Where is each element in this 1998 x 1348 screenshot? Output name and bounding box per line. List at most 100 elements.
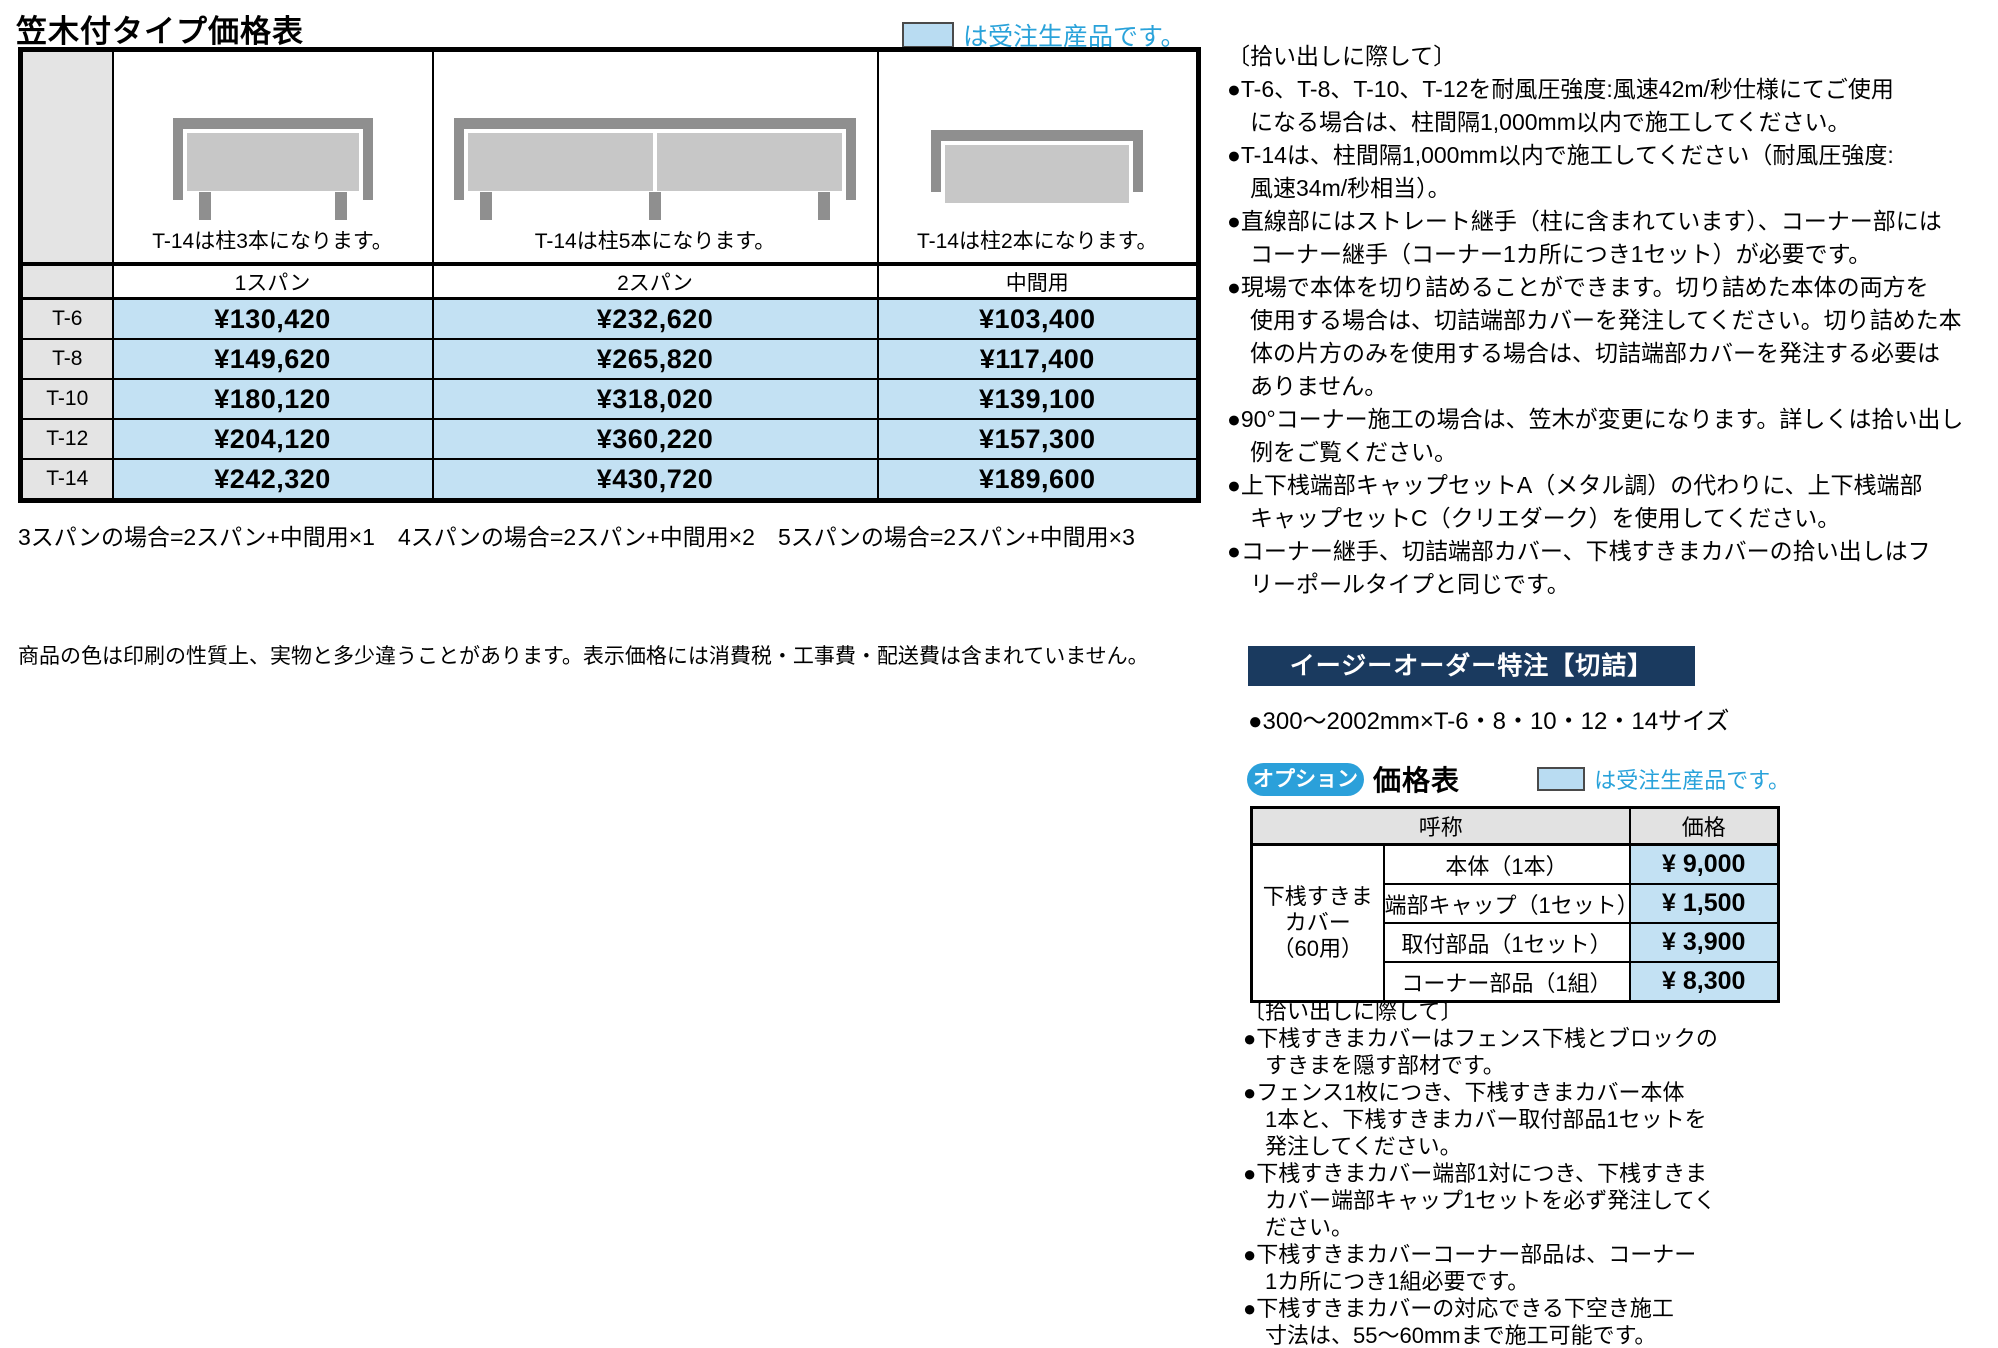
note-item: ●現場で本体を切り詰めることができます。切り詰めた本体の両方を 使用する場合は、… — [1227, 274, 1962, 399]
column-header-row: 1スパン 2スパン 中間用 — [19, 263, 1200, 300]
fence-side-right — [1133, 130, 1144, 192]
option-header-price: 価格 — [1628, 806, 1780, 846]
option-header-name: 呼称 — [1250, 806, 1631, 846]
pickup-notes-option: 〔拾い出しに際して〕 ●下桟すきまカバーはフェンス下桟とブロックの すきまを隠す… — [1243, 998, 1823, 1348]
note-item: ●フェンス1枚につき、下桟すきまカバー本体 1本と、下桟すきまカバー取付部品1セ… — [1243, 1080, 1707, 1159]
fence-side-right — [846, 118, 856, 200]
note-item: ●上下桟端部キャップセットA（メタル調）の代わりに、上下桟端部 キャップセットC… — [1227, 472, 1923, 531]
fence-panel — [945, 145, 1130, 203]
table-row: T-6 ¥130,420 ¥232,620 ¥103,400 — [19, 297, 1200, 340]
note-item: ●90°コーナー施工の場合は、笠木が変更になります。詳しくは拾い出し 例をご覧く… — [1227, 406, 1964, 465]
stub-cell — [19, 263, 114, 300]
option-item-price: ¥ 3,900 — [1628, 922, 1780, 963]
fence-coping — [172, 118, 373, 129]
illustration-cell-2span: T-14は柱5本になります。 — [431, 48, 879, 266]
price-cell: ¥318,020 — [431, 378, 879, 420]
option-price-table: 呼称 価格 下桟すきま カバー （60用） 本体（1本） ¥ 9,000 端部キ… — [1250, 806, 1781, 1003]
note-item: ●直線部にはストレート継手（柱に含まれています）、コーナー部には コーナー継手（… — [1227, 208, 1942, 267]
fence-post — [649, 192, 661, 220]
fence-post — [818, 192, 830, 220]
notes-heading: 〔拾い出しに際して〕 — [1243, 999, 1463, 1024]
price-cell: ¥232,620 — [431, 297, 879, 340]
price-cell: ¥180,120 — [111, 378, 434, 420]
notes-heading: 〔拾い出しに際して〕 — [1227, 43, 1457, 69]
note-item: ●T-14は、柱間隔1,000mm以内で施工してください（耐風圧強度: 風速34… — [1227, 142, 1894, 201]
fence-panel — [186, 133, 359, 191]
price-cell: ¥149,620 — [111, 338, 434, 380]
column-header-1span: 1スパン — [111, 263, 434, 300]
price-cell: ¥430,720 — [431, 458, 879, 502]
note-item: ●下桟すきまカバー端部1対につき、下桟すきま カバー端部キャップ1セットを必ず発… — [1243, 1161, 1716, 1240]
price-table: T-14は柱3本になります。 T-14は柱5本になります。 — [18, 47, 1201, 503]
fence-post — [480, 192, 492, 220]
price-cell: ¥157,300 — [876, 418, 1200, 460]
option-header-row: 呼称 価格 — [1250, 806, 1780, 846]
made-to-order-swatch-icon — [902, 22, 954, 48]
fence-post — [198, 192, 211, 220]
option-item-name: 取付部品（1セット） — [1382, 922, 1631, 963]
note-item: ●T-6、T-8、T-10、T-12を耐風圧強度:風速42m/秒仕様にてご使用 … — [1227, 76, 1894, 135]
option-item-price: ¥ 8,300 — [1628, 961, 1780, 1003]
fence-coping — [454, 118, 856, 129]
fence-diagram-1span — [172, 118, 373, 222]
option-item-name: 本体（1本） — [1382, 843, 1631, 885]
row-label: T-12 — [19, 418, 114, 460]
table-row: T-12 ¥204,120 ¥360,220 ¥157,300 — [19, 418, 1200, 460]
column-header-intermediate: 中間用 — [876, 263, 1200, 300]
fence-side-right — [362, 118, 373, 200]
row-label: T-8 — [19, 338, 114, 380]
made-to-order-legend-text: は受注生産品です。 — [963, 23, 1186, 51]
note-item: ●下桟すきまカバーはフェンス下桟とブロックの すきまを隠す部材です。 — [1243, 1026, 1718, 1078]
price-cell: ¥117,400 — [876, 338, 1200, 380]
column-header-2span: 2スパン — [431, 263, 879, 300]
note-item: ●下桟すきまカバーコーナー部品は、コーナー 1カ所につき1組必要です。 — [1243, 1242, 1697, 1294]
fence-side-left — [454, 118, 464, 200]
illustration-caption: T-14は柱5本になります。 — [534, 230, 776, 253]
price-cell: ¥242,320 — [111, 458, 434, 502]
price-cell: ¥265,820 — [431, 338, 879, 380]
fence-side-left — [172, 118, 183, 200]
option-badge: オプション — [1247, 762, 1364, 796]
fence-diagram-2span — [454, 118, 856, 222]
note-item: ●下桟すきまカバーの対応できる下空き施工 寸法は、55〜60mmまで施工可能です… — [1243, 1296, 1674, 1348]
easy-order-item: ●300〜2002mm×T-6・8・10・12・14サイズ — [1248, 708, 1730, 735]
row-label: T-10 — [19, 378, 114, 420]
made-to-order-legend-text: は受注生産品です。 — [1594, 768, 1790, 793]
price-cell: ¥204,120 — [111, 418, 434, 460]
made-to-order-legend: は受注生産品です。 — [902, 17, 1186, 53]
row-label: T-6 — [19, 297, 114, 340]
table-row: 端部キャップ（1セット） ¥ 1,500 — [1252, 883, 1780, 924]
page-title: 笠木付タイプ価格表 — [16, 14, 304, 49]
price-cell: ¥130,420 — [111, 297, 434, 340]
table-row: T-14 ¥242,320 ¥430,720 ¥189,600 — [19, 458, 1200, 502]
illustration-caption: T-14は柱3本になります。 — [152, 230, 393, 253]
stub-cell — [19, 48, 114, 266]
price-cell: ¥360,220 — [431, 418, 879, 460]
option-group-label: 下桟すきま カバー （60用） — [1250, 843, 1385, 1003]
illustration-cell-intermediate: T-14は柱2本になります。 — [876, 48, 1200, 266]
illustration-cell-1span: T-14は柱3本になります。 — [111, 48, 434, 266]
fence-side-left — [931, 130, 942, 192]
table-row: T-8 ¥149,620 ¥265,820 ¥117,400 — [19, 338, 1200, 380]
option-item-name: 端部キャップ（1セット） — [1382, 883, 1639, 924]
price-cell: ¥103,400 — [876, 297, 1200, 340]
option-section-header: オプション 価格表 は受注生産品です。 — [1247, 759, 1790, 799]
row-label: T-14 — [19, 458, 114, 502]
made-to-order-legend: は受注生産品です。 — [1537, 763, 1790, 795]
option-item-price: ¥ 1,500 — [1628, 883, 1780, 924]
option-item-price: ¥ 9,000 — [1628, 843, 1780, 885]
made-to-order-swatch-icon — [1537, 767, 1586, 791]
table-row: コーナー部品（1組） ¥ 8,300 — [1252, 961, 1780, 1003]
illustration-row: T-14は柱3本になります。 T-14は柱5本になります。 — [19, 48, 1200, 266]
easy-order-header-bar: イージーオーダー特注【切詰】 — [1248, 646, 1695, 686]
illustration-caption: T-14は柱2本になります。 — [916, 230, 1158, 253]
table-row: 取付部品（1セット） ¥ 3,900 — [1252, 922, 1780, 963]
disclaimer-note: 商品の色は印刷の性質上、実物と多少違うことがあります。表示価格には消費税・工事費… — [18, 645, 1149, 668]
table-row: 下桟すきま カバー （60用） 本体（1本） ¥ 9,000 — [1250, 843, 1780, 1003]
fence-post — [334, 192, 347, 220]
fence-diagram-intermediate — [931, 130, 1144, 210]
price-cell: ¥189,600 — [876, 458, 1200, 502]
fence-coping — [931, 130, 1144, 141]
note-item: ●コーナー継手、切詰端部カバー、下桟すきまカバーの拾い出しはフ リーポールタイプ… — [1227, 538, 1931, 597]
